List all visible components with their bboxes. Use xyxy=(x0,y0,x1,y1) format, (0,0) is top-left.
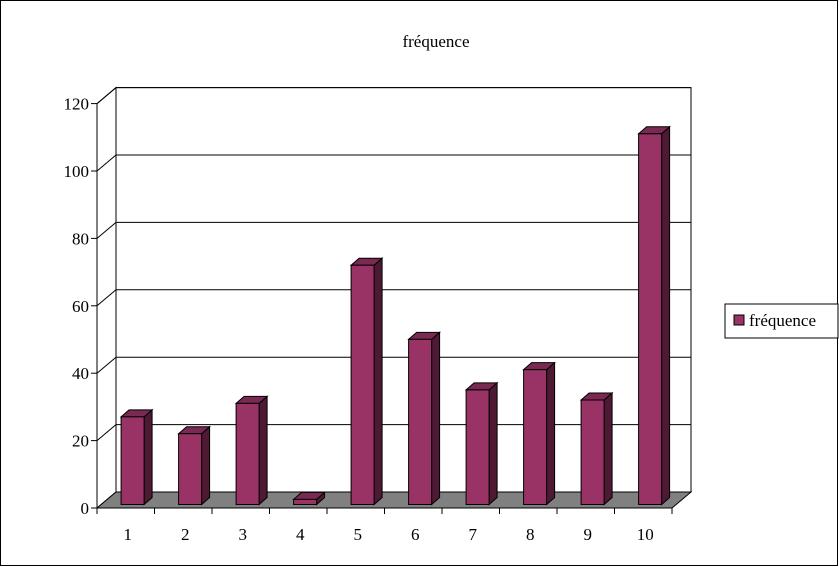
bar xyxy=(292,491,326,506)
x-tick-label: 8 xyxy=(526,525,535,544)
bar-side xyxy=(373,257,383,506)
bar xyxy=(119,408,154,506)
y-tick-label: 20 xyxy=(72,432,89,451)
bar-front xyxy=(178,433,203,505)
bar-front xyxy=(638,133,663,505)
bar-side xyxy=(603,391,613,506)
gridline xyxy=(96,356,691,374)
bar xyxy=(637,125,671,506)
bar-front xyxy=(523,369,548,505)
bar xyxy=(464,381,499,506)
bar-side xyxy=(661,125,671,506)
bar-side xyxy=(488,381,498,506)
bar-side xyxy=(201,425,211,506)
x-tick-label: 4 xyxy=(296,525,305,544)
y-tick-label: 0 xyxy=(81,499,90,518)
gridline xyxy=(96,424,691,441)
y-tick-label: 40 xyxy=(72,364,89,383)
y-tick-label: 120 xyxy=(64,95,90,114)
chart-title: fréquence xyxy=(402,32,469,51)
bar-front xyxy=(350,264,375,505)
x-tick-label: 10 xyxy=(637,525,654,544)
gridline xyxy=(96,289,691,307)
x-tick-label: 2 xyxy=(181,525,190,544)
y-tick-label: 80 xyxy=(72,229,89,248)
bar-side xyxy=(143,408,153,506)
x-tick-label: 3 xyxy=(239,525,248,544)
bar-front xyxy=(293,498,318,505)
x-tick-label: 7 xyxy=(469,525,478,544)
x-tick-label: 9 xyxy=(584,525,593,544)
bar-front xyxy=(580,399,605,505)
bar-front xyxy=(408,338,433,505)
bar xyxy=(407,331,441,506)
gridline xyxy=(96,221,691,239)
bar-side xyxy=(546,361,556,506)
gridline xyxy=(96,154,691,172)
bar-front xyxy=(235,402,260,505)
legend: fréquence xyxy=(724,303,839,339)
bar xyxy=(579,391,614,506)
gridlines xyxy=(96,87,691,441)
x-axis-ticks: 1 2 3 4 5 6 7 8 9 10 xyxy=(96,508,673,544)
legend-label: fréquence xyxy=(749,311,816,330)
y-tick-label: 60 xyxy=(72,297,89,316)
bar-side xyxy=(431,331,441,506)
bars xyxy=(119,125,671,506)
bar xyxy=(349,257,384,506)
bar-front xyxy=(465,389,490,505)
x-tick-label: 6 xyxy=(411,525,420,544)
bar xyxy=(234,395,269,506)
gridline xyxy=(96,87,691,104)
y-axis-ticks: 0 20 40 60 80 100 120 xyxy=(64,95,97,518)
legend-swatch xyxy=(733,314,745,326)
x-tick-label: 1 xyxy=(124,525,133,544)
bar-front xyxy=(120,416,145,505)
bar xyxy=(177,425,211,506)
y-tick-label: 100 xyxy=(64,162,90,181)
bar xyxy=(522,361,556,506)
x-tick-label: 5 xyxy=(354,525,363,544)
bar-side xyxy=(258,395,268,506)
